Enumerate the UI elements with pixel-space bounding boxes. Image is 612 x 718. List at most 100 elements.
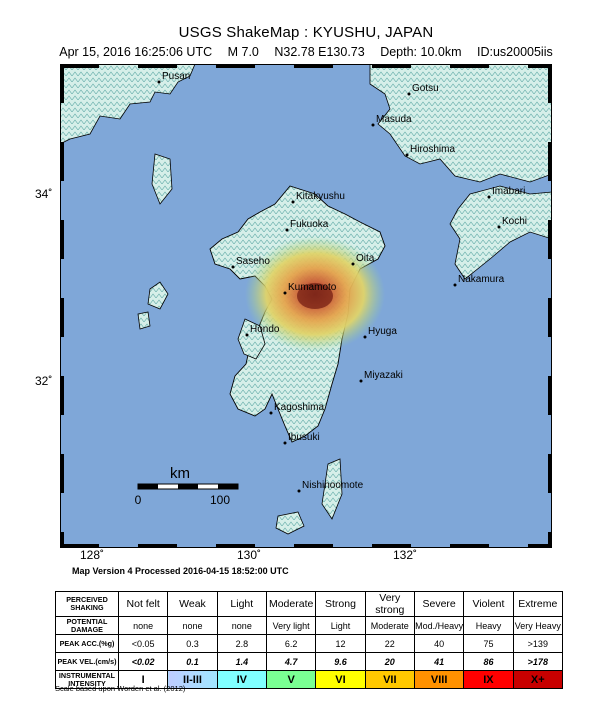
version-line: Map Version 4 Processed 2016-04-15 18:52…	[72, 566, 289, 576]
scale-bar: km 0 100	[135, 465, 239, 507]
scale-unit: km	[170, 465, 190, 482]
legend-cell: IX	[463, 670, 514, 689]
legend-cell: Light	[315, 616, 366, 635]
land-shikoku	[449, 185, 552, 280]
legend-cell: 86	[463, 652, 514, 671]
legend-cell: 20	[364, 652, 415, 671]
city-label: Kumamoto	[288, 282, 337, 293]
scale-note: Scale based upon Worden et al. (2012)	[55, 684, 186, 693]
event-id: ID:us20005iis	[476, 45, 553, 59]
legend-cell: Mod./Heavy	[413, 616, 465, 635]
land-tanegashima	[321, 458, 343, 520]
lat-label-34: 34˚	[35, 187, 53, 201]
legend-cell: Moderate	[364, 616, 415, 635]
legend-cell: Severe	[413, 591, 465, 617]
city-label: Saseho	[236, 256, 270, 267]
lon-label-132: 132˚	[393, 548, 418, 562]
legend-cell: Not felt	[117, 591, 169, 617]
legend-cell: 1.4	[216, 652, 267, 671]
legend-row-label: PERCEIVED SHAKING	[55, 591, 119, 617]
legend-cell: Light	[216, 591, 267, 617]
city-label: Oita	[356, 253, 375, 264]
city-dot	[371, 123, 375, 127]
legend-cell: <0.05	[117, 634, 169, 653]
city-dot	[405, 153, 409, 157]
land-korea	[60, 64, 196, 145]
legend-row: PEAK VEL.(cm/s) <0.02 0.1 1.4 4.7 9.6 20 41 86 >1…	[55, 652, 564, 671]
legend-cell: >178	[512, 652, 564, 671]
city-dot	[245, 333, 249, 337]
legend-cell: Weak	[167, 591, 218, 617]
legend-cell: 75	[463, 634, 514, 653]
city-dot	[269, 411, 273, 415]
city-dot	[283, 291, 287, 295]
scale-end: 100	[210, 493, 230, 507]
event-date: Apr 15, 2016 16:25:06 UTC	[59, 45, 213, 59]
city-dot	[351, 262, 355, 266]
map-frame	[60, 64, 552, 548]
shaking-core	[297, 283, 333, 309]
legend-cell: 9.6	[315, 652, 366, 671]
city-label: Hondo	[250, 324, 280, 335]
city-dot	[363, 335, 367, 339]
city-label: Gotsu	[412, 83, 439, 94]
legend-cell: VI	[315, 670, 366, 689]
city-label: Hyuga	[368, 326, 397, 337]
legend-row-label: PEAK ACC.(%g)	[55, 634, 119, 653]
city-labels: Pusan Gotsu Masuda Hiroshima Kitakyushu Imaba…	[157, 71, 527, 493]
legend-cell: Moderate	[265, 591, 317, 617]
legend-cell: none	[167, 616, 218, 635]
legend-cell: II-III	[167, 670, 218, 689]
legend-cell: >139	[512, 634, 564, 653]
city-dot	[157, 80, 161, 84]
legend-cell: IV	[216, 670, 267, 689]
legend-cell: Very Heavy	[512, 616, 564, 635]
event-depth: Depth: 10.0km	[380, 45, 462, 59]
legend-cell: Very strong	[364, 591, 415, 617]
city-label: Masuda	[376, 114, 412, 125]
legend-cell: 41	[413, 652, 465, 671]
city-label: Imabari	[492, 186, 525, 197]
land-yakushima	[275, 511, 305, 535]
shakemap-panel: km 0 100 Pusan Gotsu Masuda Hiroshima Kitaky…	[60, 64, 552, 548]
legend-row: PERCEIVED SHAKING Not felt Weak Light Modera…	[55, 591, 564, 617]
city-dot	[497, 225, 501, 229]
city-dot	[231, 265, 235, 269]
legend-row-label: INSTRUMENTAL INTENSITY	[55, 670, 119, 689]
legend-row: PEAK ACC.(%g) <0.05 0.3 2.8 6.2 12 22 40 75 >139	[55, 634, 564, 653]
legend-cell: 6.2	[265, 634, 317, 653]
event-magnitude: M 7.0	[227, 45, 259, 59]
legend-row-label: PEAK VEL.(cm/s)	[55, 652, 119, 671]
city-label: Fukuoka	[290, 219, 329, 230]
city-dot	[359, 379, 363, 383]
legend-cell: 0.3	[167, 634, 218, 653]
legend-cell: 22	[364, 634, 415, 653]
city-dot	[291, 200, 295, 204]
scale-start: 0	[135, 493, 142, 507]
legend-cell: 0.1	[167, 652, 218, 671]
legend-cell: VIII	[413, 670, 465, 689]
land-honshu	[369, 64, 552, 183]
legend-cell: 4.7	[265, 652, 317, 671]
city-label: Pusan	[162, 71, 190, 82]
legend-cell: Extreme	[512, 591, 564, 617]
legend-cell: X+	[512, 670, 564, 689]
land-amakusa	[237, 318, 266, 360]
legend-cell: Very light	[265, 616, 317, 635]
city-label: Miyazaki	[364, 370, 403, 381]
event-info: Apr 15, 2016 16:25:06 UTC M 7.0 N32.78 E…	[0, 45, 612, 59]
legend-cell: none	[216, 616, 267, 635]
legend-cell: V	[265, 670, 317, 689]
map-title: USGS ShakeMap : KYUSHU, JAPAN	[178, 24, 434, 41]
lon-label-130: 130˚	[237, 548, 262, 562]
intensity-legend: PERCEIVED SHAKING Not felt Weak Light Modera…	[55, 591, 564, 689]
event-location: N32.78 E130.73	[274, 45, 365, 59]
legend-cell: Heavy	[463, 616, 514, 635]
city-label: Kitakyushu	[296, 191, 345, 202]
city-label: Kagoshima	[274, 402, 324, 413]
city-label: Nakamura	[458, 274, 505, 285]
shakemap: km 0 100 Pusan Gotsu Masuda Hiroshima Kitaky…	[60, 64, 552, 548]
city-dot	[297, 489, 301, 493]
legend-cell: none	[117, 616, 169, 635]
legend-cell: VII	[364, 670, 415, 689]
